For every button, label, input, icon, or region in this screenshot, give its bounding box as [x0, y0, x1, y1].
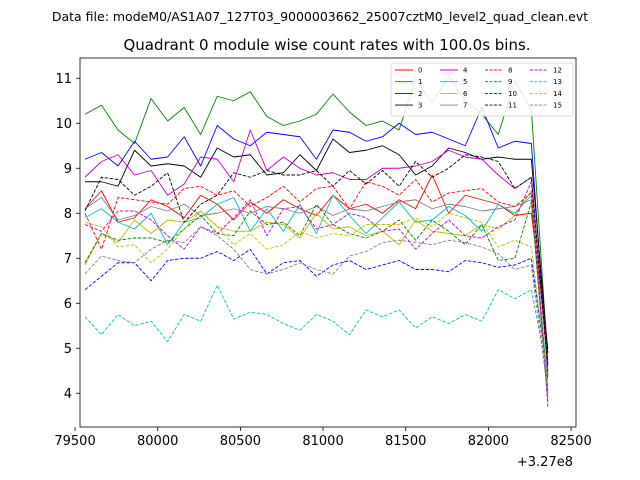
y-tick-label-4: 4 [64, 387, 72, 402]
series-line-14 [84, 210, 549, 385]
series-line-10 [84, 248, 549, 380]
series-line-7 [84, 197, 549, 403]
series-line-13 [84, 284, 549, 376]
legend-box [390, 62, 574, 117]
legend-label-15: 15 [553, 102, 562, 110]
series-line-4 [84, 129, 549, 371]
series-line-8 [84, 179, 549, 367]
legend-label-14: 14 [553, 90, 562, 98]
legend-label-12: 12 [553, 67, 562, 75]
y-tick-label-5: 5 [64, 342, 72, 357]
x-tick-label-82500: 82500 [550, 434, 591, 449]
legend-label-0: 0 [418, 67, 422, 75]
legend-label-2: 2 [418, 90, 422, 98]
x-tick-label-82000: 82000 [468, 434, 509, 449]
series-line-9 [84, 201, 549, 394]
legend-label-11: 11 [508, 102, 517, 110]
legend-label-3: 3 [418, 102, 422, 110]
series-line-2 [84, 107, 549, 376]
legend-label-1: 1 [418, 78, 422, 86]
x-tick-label-80000: 80000 [137, 434, 178, 449]
x-tick-label-80500: 80500 [220, 434, 261, 449]
series-line-12 [84, 181, 549, 407]
y-tick-label-10: 10 [55, 117, 72, 132]
legend-label-5: 5 [463, 78, 467, 86]
legend-label-6: 6 [463, 90, 468, 98]
legend-label-10: 10 [508, 90, 517, 98]
x-axis-offset-label: +3.27e8 [517, 455, 573, 470]
plot-area: 79500 80000 80500 81000 81500 82000 82500 4 5 6 7 8… [54, 57, 592, 449]
chart-title: Quadrant 0 module wise count rates with … [123, 36, 530, 54]
legend-label-9: 9 [508, 78, 512, 86]
x-tick-label-81500: 81500 [385, 434, 426, 449]
y-tick-label-6: 6 [64, 297, 72, 312]
y-tick-label-11: 11 [55, 72, 72, 87]
y-tick-label-7: 7 [64, 252, 72, 267]
series-line-5 [84, 194, 549, 389]
series-line-6 [84, 190, 549, 398]
series-line-0 [84, 174, 549, 349]
legend-label-4: 4 [463, 67, 468, 75]
legend-label-13: 13 [553, 78, 562, 86]
legend-label-7: 7 [463, 102, 467, 110]
y-tick-label-8: 8 [64, 207, 72, 222]
x-tick-label-81000: 81000 [302, 434, 343, 449]
series-line-15 [84, 226, 549, 394]
y-tick-label-9: 9 [64, 162, 72, 177]
series-line-11 [84, 154, 549, 367]
axes-frame [79, 57, 577, 428]
series-lines [84, 75, 549, 407]
legend-label-8: 8 [508, 67, 512, 75]
figure-suptitle: Data file: modeM0/AS1A07_127T03_90000036… [52, 9, 588, 24]
x-tick-label-79500: 79500 [54, 434, 95, 449]
